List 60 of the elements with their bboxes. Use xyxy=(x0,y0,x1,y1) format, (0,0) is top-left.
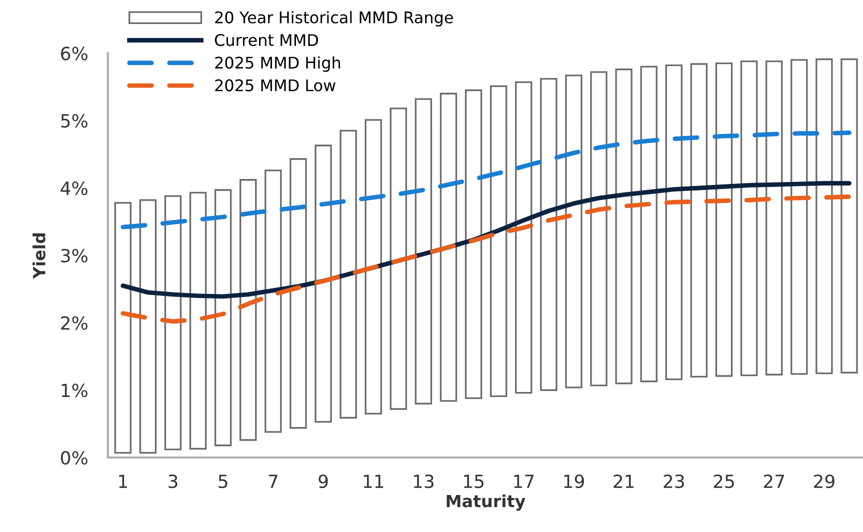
bar xyxy=(615,68,632,384)
legend-label: 2025 MMD High xyxy=(215,56,340,72)
bar xyxy=(690,63,708,378)
bar xyxy=(765,60,783,376)
bar xyxy=(164,195,182,450)
bar xyxy=(464,89,482,400)
y-tick-label: 1% xyxy=(62,384,88,398)
bar xyxy=(816,58,833,374)
bar xyxy=(515,81,532,394)
x-tick-label: 1 xyxy=(119,474,127,488)
bar xyxy=(790,59,808,375)
x-tick-label: 19 xyxy=(564,474,584,488)
bar xyxy=(665,64,683,380)
bar xyxy=(364,119,382,415)
x-tick-label: 25 xyxy=(714,474,734,488)
y-axis-title: Yield xyxy=(32,233,46,279)
y-tick-label: 0% xyxy=(60,450,88,465)
x-axis-title: Maturity xyxy=(446,494,526,511)
bar xyxy=(114,202,132,454)
y-tick-label: 5% xyxy=(61,114,88,128)
x-tick-label: 23 xyxy=(664,474,684,488)
x-tick-label: 15 xyxy=(464,474,484,488)
y-tick-label: 4% xyxy=(60,181,88,196)
x-tick-label: 27 xyxy=(764,474,784,488)
bar xyxy=(540,78,558,391)
bar xyxy=(314,144,332,423)
x-tick-label: 3 xyxy=(168,474,178,488)
bar xyxy=(565,74,582,388)
x-tick-label: 5 xyxy=(218,474,228,488)
bar xyxy=(390,108,408,410)
bar xyxy=(240,179,257,441)
x-tick-label: 7 xyxy=(268,474,278,488)
bar xyxy=(590,71,608,386)
legend-label: Current MMD xyxy=(214,34,318,46)
x-tick-label: 11 xyxy=(364,474,384,488)
bar xyxy=(414,98,432,404)
bar xyxy=(840,58,858,374)
legend-label: 20 Year Historical MMD Range xyxy=(215,11,453,27)
bar xyxy=(740,60,758,376)
x-tick-label: 29 xyxy=(814,474,834,488)
x-tick-label: 17 xyxy=(514,474,534,488)
bar xyxy=(214,189,232,446)
bar xyxy=(640,66,658,382)
legend-label: 2025 MMD Low xyxy=(215,79,336,92)
y-tick-label: 6% xyxy=(61,46,88,60)
y-tick-label: 3% xyxy=(61,248,88,262)
bar xyxy=(189,192,207,450)
bar xyxy=(715,62,733,377)
x-tick-label: 9 xyxy=(318,474,328,488)
bar xyxy=(440,92,458,402)
bar xyxy=(340,130,357,419)
x-tick-label: 21 xyxy=(614,474,634,488)
bar xyxy=(290,158,307,429)
x-tick-label: 13 xyxy=(414,474,434,488)
bar xyxy=(490,85,508,398)
line-series xyxy=(120,194,852,324)
bar xyxy=(139,199,157,454)
y-tick-label: 2% xyxy=(61,316,88,330)
bar xyxy=(264,170,282,433)
line-series xyxy=(120,130,852,230)
